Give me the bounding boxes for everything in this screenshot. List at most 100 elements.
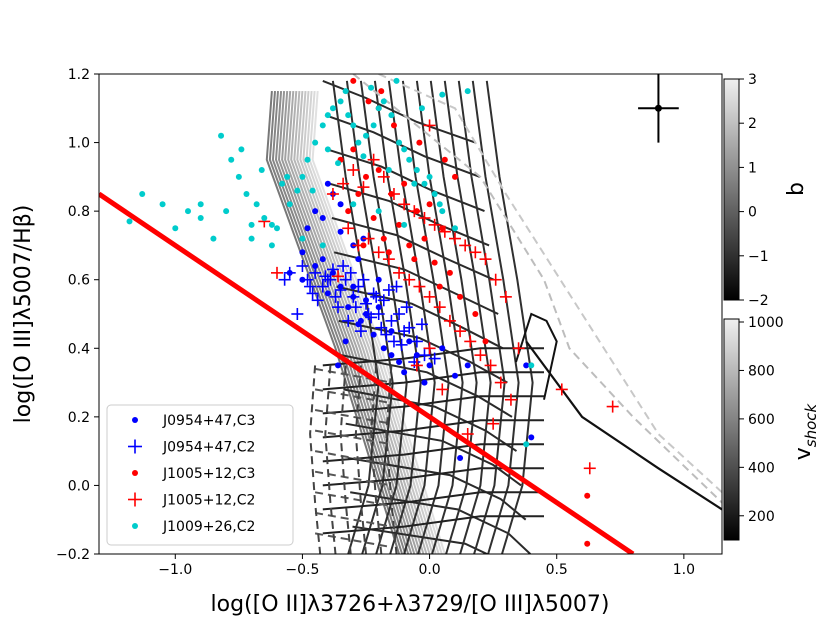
data-point-J1005+12,C2 xyxy=(377,170,390,183)
legend-marker-dot xyxy=(132,470,138,476)
data-point-J1005+12,C2 xyxy=(606,400,619,413)
data-point-J0954+47,C3 xyxy=(355,256,362,263)
data-point-J0954+47,C2 xyxy=(301,273,314,286)
legend-marker-dot xyxy=(132,417,138,423)
data-point-J0954+47,C2 xyxy=(311,294,324,307)
data-point-J1005+12,C3 xyxy=(431,259,438,266)
data-point-J1005+12,C2 xyxy=(271,266,283,279)
data-point-J0954+47,C2 xyxy=(324,273,337,286)
data-point-J1005+12,C2 xyxy=(423,119,436,132)
data-point-J1009+26,C2 xyxy=(324,112,331,119)
data-point-J1005+12,C3 xyxy=(416,139,423,146)
colorbar-b-label: b xyxy=(784,182,809,196)
data-point-J1005+12,C2 xyxy=(484,359,497,372)
data-point-J1009+26,C2 xyxy=(523,441,530,448)
data-point-J0954+47,C3 xyxy=(457,455,464,461)
data-point-J0954+47,C2 xyxy=(316,280,329,293)
data-point-J1009+26,C2 xyxy=(350,122,357,129)
data-point-J1009+26,C2 xyxy=(464,88,471,95)
data-point-J0954+47,C2 xyxy=(352,280,365,293)
data-point-J1009+26,C2 xyxy=(294,187,301,194)
data-point-J0954+47,C2 xyxy=(382,284,395,296)
data-point-J1009+26,C2 xyxy=(197,201,204,208)
data-point-J1005+12,C3 xyxy=(370,215,377,221)
data-point-J1005+12,C2 xyxy=(423,342,436,355)
data-point-J1005+12,C2 xyxy=(487,417,500,430)
data-point-J0954+47,C3 xyxy=(337,228,344,235)
data-point-J1009+26,C2 xyxy=(413,167,420,173)
data-point-J0954+47,C2 xyxy=(370,290,383,303)
data-point-J1005+12,C2 xyxy=(459,239,472,252)
data-point-J0954+47,C3 xyxy=(421,379,428,386)
grid-column-line xyxy=(471,80,520,554)
data-point-J1009+26,C2 xyxy=(172,225,179,232)
data-point-J1009+26,C2 xyxy=(197,215,204,221)
y-tick-label: 0.6 xyxy=(68,273,90,289)
colorbar-tick-label: 0 xyxy=(748,205,757,221)
legend-item: J1005+12,C2 xyxy=(128,492,255,509)
data-point-J1009+26,C2 xyxy=(335,160,342,167)
colorbar-vshock-label-main: v xyxy=(791,447,816,460)
data-point-J1009+26,C2 xyxy=(228,156,235,163)
grid-dashed-column xyxy=(324,365,337,554)
error-bar-center xyxy=(654,104,662,112)
legend-label: J0954+47,C2 xyxy=(162,440,255,456)
data-point-J0954+47,C3 xyxy=(319,256,326,263)
data-point-J1005+12,C2 xyxy=(347,164,360,176)
data-point-J1005+12,C2 xyxy=(418,212,431,224)
legend-item: J0954+47,C2 xyxy=(128,439,255,456)
data-point-J1009+26,C2 xyxy=(345,112,352,119)
data-point-J0954+47,C3 xyxy=(401,369,408,376)
grid-dashed-envelope xyxy=(378,74,722,494)
data-point-J0954+47,C2 xyxy=(365,311,378,324)
data-point-J1009+26,C2 xyxy=(350,201,357,208)
data-point-J1005+12,C2 xyxy=(332,270,345,283)
grid-dashed-column xyxy=(370,365,383,554)
data-point-J0954+47,C2 xyxy=(334,284,347,296)
data-point-J0954+47,C3 xyxy=(357,317,364,324)
data-point-J1009+26,C2 xyxy=(286,201,293,208)
data-point-J1005+12,C2 xyxy=(433,301,446,314)
data-point-J1005+12,C3 xyxy=(436,283,443,290)
data-point-J1005+12,C3 xyxy=(380,235,387,242)
data-point-J1005+12,C2 xyxy=(382,253,395,266)
data-point-J1005+12,C2 xyxy=(423,290,436,303)
legend-box xyxy=(106,404,294,546)
data-point-J1009+26,C2 xyxy=(436,201,443,208)
data-point-J1009+26,C2 xyxy=(309,187,316,194)
data-point-J1005+12,C3 xyxy=(482,338,489,345)
data-point-J1005+12,C2 xyxy=(499,290,512,303)
data-point-J1009+26,C2 xyxy=(375,105,382,112)
grid-fan-line xyxy=(281,91,416,554)
data-point-J1009+26,C2 xyxy=(235,173,242,180)
legend-item: J1009+26,C2 xyxy=(132,519,255,535)
data-point-J1005+12,C3 xyxy=(446,269,453,276)
grid-column-line xyxy=(429,80,478,554)
data-point-J0954+47,C2 xyxy=(387,335,400,348)
data-point-J1005+12,C2 xyxy=(489,273,502,286)
colorbar-tick-label: 600 xyxy=(748,412,775,428)
grid-column-line xyxy=(457,80,506,554)
data-point-J0954+47,C2 xyxy=(372,308,385,320)
data-point-J0954+47,C3 xyxy=(464,362,471,369)
y-axis-ticks: −0.2 0.0 0.2 0.4 0.6 0.8 1.0 1.2 xyxy=(56,67,99,563)
data-point-J1005+12,C3 xyxy=(439,225,446,232)
y-tick-label: 0.4 xyxy=(68,341,90,357)
data-point-J0954+47,C3 xyxy=(439,345,446,352)
data-point-J1005+12,C2 xyxy=(555,383,568,396)
grid-lower-row xyxy=(322,371,544,391)
data-point-J1009+26,C2 xyxy=(375,208,382,215)
axes-frame xyxy=(98,73,723,555)
data-point-J1009+26,C2 xyxy=(363,132,369,139)
grid-column-line xyxy=(443,80,492,554)
grid-lower-row xyxy=(322,467,544,487)
data-point-J0954+47,C3 xyxy=(299,249,306,256)
data-point-J0954+47,C3 xyxy=(324,290,331,297)
data-point-J1005+12,C2 xyxy=(479,253,492,266)
data-point-J1009+26,C2 xyxy=(355,139,362,146)
data-point-J1005+12,C2 xyxy=(494,376,507,389)
data-point-J1009+26,C2 xyxy=(126,218,133,225)
data-point-J0954+47,C3 xyxy=(345,304,352,311)
grid-tail-line xyxy=(515,312,558,400)
data-point-J1009+26,C2 xyxy=(418,105,425,112)
